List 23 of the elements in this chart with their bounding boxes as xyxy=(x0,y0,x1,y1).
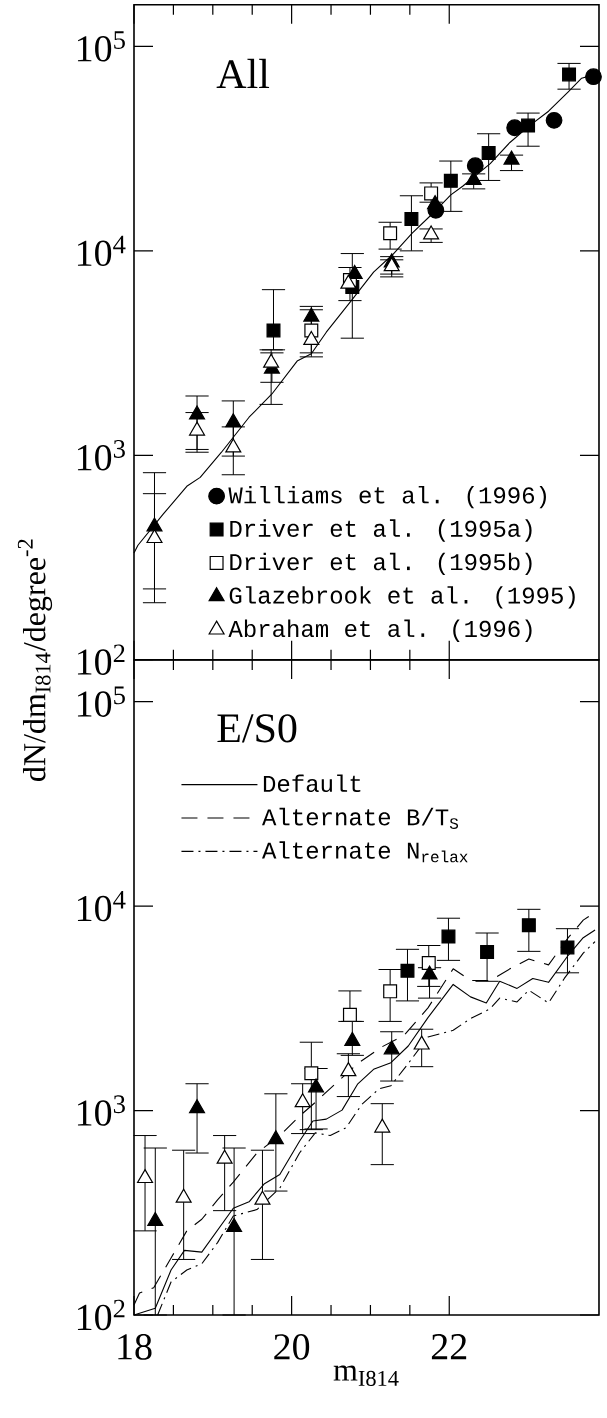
y-tick-label: 10$^{3}$ xyxy=(77,1095,125,1126)
y-tick-label: 10$^{5}$ xyxy=(77,686,125,717)
legend-label: Williams et al. (1996) xyxy=(228,485,546,509)
x-tick-label: 18 xyxy=(118,1334,152,1360)
y-tick-label: 10$^{3}$ xyxy=(77,440,125,471)
annotation: E/S0 xyxy=(217,714,297,743)
y-tick-label: 10$^{2}$ xyxy=(77,1299,125,1331)
y-axis-title: dN/dm$_{I814}$/degree$^{-2}$ xyxy=(17,539,53,781)
x-tick-label: 20 xyxy=(274,1334,310,1360)
legend-label: Alternate N$_{relax}$ xyxy=(262,841,468,863)
y-tick-label: 10$^{4}$ xyxy=(77,235,126,267)
legend-label: Driver et al. (1995a) xyxy=(230,519,532,542)
y-tick-label: 10$^{5}$ xyxy=(77,31,125,62)
legend-label: Driver et al. (1995b) xyxy=(230,552,532,576)
x-axis-title: m$_{I814}$ xyxy=(333,1365,399,1386)
legend-label: Abraham et al. (1996) xyxy=(228,619,532,642)
x-tick-label: 22 xyxy=(431,1334,467,1360)
y-tick-label: 10$^{2}$ xyxy=(77,644,125,675)
legend-label: Alternate B/T$_{S}$ xyxy=(262,807,459,829)
legend-label: Default xyxy=(263,774,361,793)
y-tick-label: 10$^{4}$ xyxy=(77,890,126,922)
annotation: All xyxy=(216,58,270,88)
legend-label: Glazebrook et al. (1995) xyxy=(229,586,575,609)
